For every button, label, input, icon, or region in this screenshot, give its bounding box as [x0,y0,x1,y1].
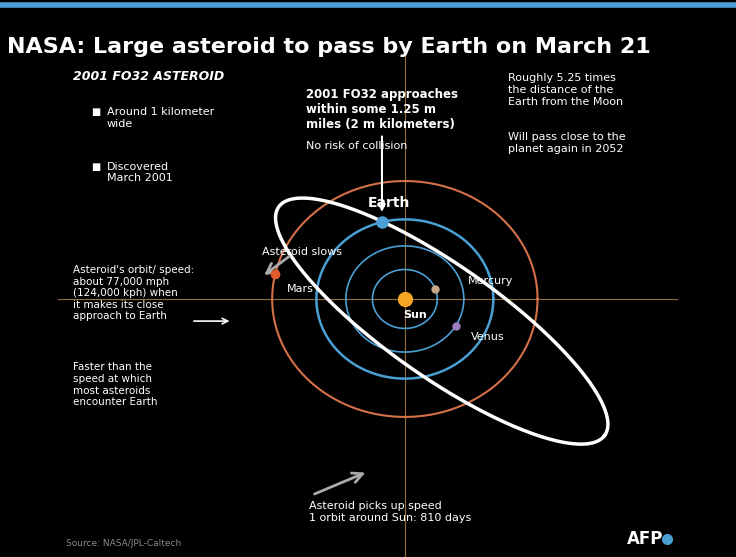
Text: Sun: Sun [403,310,427,320]
Text: NASA: Large asteroid to pass by Earth on March 21: NASA: Large asteroid to pass by Earth on… [7,37,651,57]
Text: Faster than the
speed at which
most asteroids
encounter Earth: Faster than the speed at which most aste… [73,363,158,407]
Text: ■: ■ [91,108,100,118]
Text: Mars: Mars [287,284,314,294]
Text: AFP: AFP [626,530,663,548]
Text: Asteroid picks up speed
1 orbit around Sun: 810 days: Asteroid picks up speed 1 orbit around S… [309,501,471,522]
Text: 2001 FO32 ASTEROID: 2001 FO32 ASTEROID [73,70,224,84]
Text: Will pass close to the
planet again in 2052: Will pass close to the planet again in 2… [508,133,626,154]
Text: Asteroid's orbit/ speed:
about 77,000 mph
(124,000 kph) when
it makes its close
: Asteroid's orbit/ speed: about 77,000 mp… [73,265,194,321]
Text: ■: ■ [91,162,100,172]
Text: No risk of collision: No risk of collision [306,141,408,151]
Text: Roughly 5.25 times
the distance of the
Earth from the Moon: Roughly 5.25 times the distance of the E… [508,74,623,106]
Text: Discovered
March 2001: Discovered March 2001 [107,162,173,183]
Text: Source: NASA/JPL-Caltech: Source: NASA/JPL-Caltech [66,539,181,548]
Text: 2001 FO32 approaches
within some 1.25 m
miles (2 m kilometers): 2001 FO32 approaches within some 1.25 m … [306,88,458,131]
Text: Mercury: Mercury [468,276,513,286]
Text: Asteroid slows: Asteroid slows [262,247,342,257]
Text: Earth: Earth [368,196,411,211]
Text: Around 1 kilometer
wide: Around 1 kilometer wide [107,108,214,129]
Text: Venus: Venus [471,333,504,342]
